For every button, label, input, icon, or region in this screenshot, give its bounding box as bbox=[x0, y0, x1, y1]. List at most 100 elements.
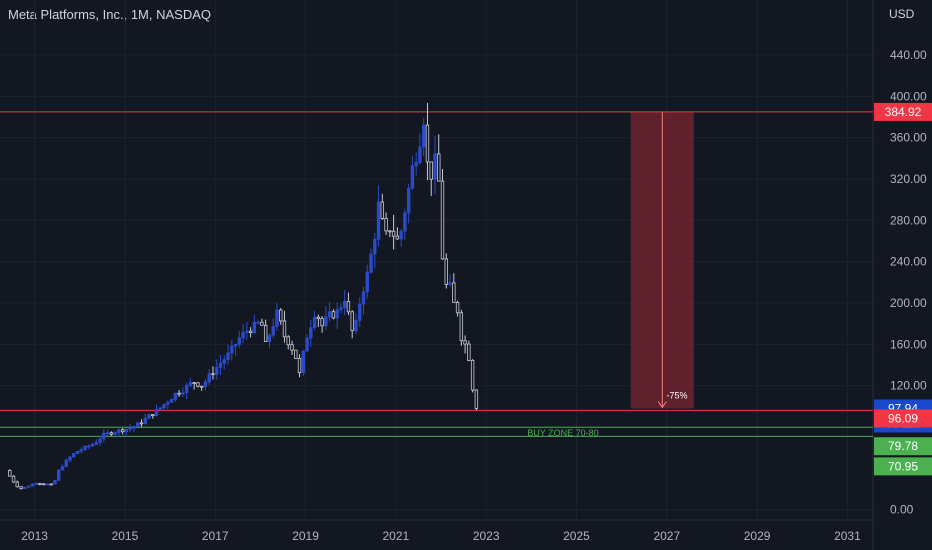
candle-body bbox=[342, 301, 347, 308]
y-tick-label: 120.00 bbox=[890, 379, 927, 393]
candle-body bbox=[391, 230, 396, 237]
candle-body bbox=[79, 449, 83, 452]
x-tick-label: 2017 bbox=[202, 529, 229, 543]
price-axis[interactable]: 0.00 120.00 160.00 200.00 240.00 280.00 320.00… bbox=[890, 48, 927, 517]
candle-body bbox=[147, 414, 151, 419]
candle-body bbox=[124, 428, 129, 433]
candle-body bbox=[192, 382, 196, 384]
x-tick-label: 2019 bbox=[292, 529, 319, 543]
candle-body bbox=[203, 381, 208, 387]
candle-body bbox=[290, 344, 294, 351]
candle-body bbox=[448, 282, 452, 285]
candle-body bbox=[23, 486, 27, 490]
y-tick-label: 360.00 bbox=[890, 131, 927, 145]
x-tick-label: 2031 bbox=[834, 529, 861, 543]
grid bbox=[0, 0, 874, 550]
candle-body bbox=[252, 321, 257, 333]
candle-body bbox=[324, 316, 328, 327]
candle-body bbox=[459, 312, 464, 342]
candle-body bbox=[384, 218, 388, 232]
candle-body bbox=[422, 124, 426, 148]
candle-body bbox=[166, 401, 170, 405]
candle-body bbox=[72, 453, 76, 458]
x-tick-label: 2027 bbox=[653, 529, 680, 543]
candle-body bbox=[64, 459, 68, 468]
candle-body bbox=[207, 373, 211, 383]
candle-body bbox=[60, 466, 65, 471]
candle-body bbox=[199, 385, 204, 388]
candle-body bbox=[98, 438, 102, 443]
price-label-text: 384.92 bbox=[885, 105, 922, 119]
price-label-box bbox=[874, 409, 932, 428]
candle-body bbox=[399, 230, 403, 240]
candle-body bbox=[256, 321, 260, 324]
x-tick-label: 2023 bbox=[473, 529, 500, 543]
candle-body bbox=[169, 399, 174, 403]
candle-body bbox=[467, 343, 471, 361]
candle-body bbox=[188, 382, 193, 386]
candle-body bbox=[132, 426, 136, 429]
candle-body bbox=[181, 392, 185, 395]
candle-body bbox=[68, 456, 72, 461]
price-label-box bbox=[874, 437, 932, 456]
candle-body bbox=[184, 385, 189, 393]
candle-body bbox=[297, 357, 302, 374]
price-label-box bbox=[874, 457, 932, 476]
candle-body bbox=[109, 432, 114, 435]
candle-body bbox=[395, 235, 400, 240]
level-lines[interactable] bbox=[0, 111, 873, 437]
arrow-head bbox=[657, 401, 667, 409]
x-tick-label: 2013 bbox=[21, 529, 48, 543]
candle-body bbox=[8, 469, 12, 477]
candle-body bbox=[275, 309, 279, 327]
y-tick-label: 160.00 bbox=[890, 337, 927, 351]
candle-body bbox=[245, 330, 249, 333]
candle-body bbox=[335, 309, 339, 319]
price-label-text: 96.09 bbox=[888, 411, 918, 425]
x-tick-label: 2029 bbox=[744, 529, 771, 543]
candle-body bbox=[316, 316, 321, 320]
candle-body bbox=[162, 403, 166, 409]
x-tick-label: 2021 bbox=[383, 529, 410, 543]
candle-body bbox=[49, 483, 53, 486]
candle-body bbox=[105, 432, 110, 435]
candle-body bbox=[196, 382, 200, 387]
candle-body bbox=[41, 483, 46, 486]
candle-body bbox=[365, 271, 369, 293]
candle-body bbox=[350, 311, 354, 332]
drawing-layer[interactable]: -75% BUY ZONE 70-80 bbox=[527, 111, 694, 438]
candle-body bbox=[34, 483, 38, 485]
candle-body bbox=[260, 321, 264, 326]
time-axis[interactable]: 2013 2015 2017 2019 2021 2023 2025 2027 2029 2031 bbox=[21, 529, 861, 543]
candle-body bbox=[38, 483, 42, 485]
candle-body bbox=[90, 443, 95, 447]
symbol-title: Meta Platforms, Inc., 1M, NASDAQ bbox=[8, 7, 211, 22]
candle-body bbox=[177, 392, 181, 395]
candle-body bbox=[425, 124, 430, 163]
candle-body bbox=[75, 450, 80, 454]
candle-body bbox=[327, 311, 332, 318]
candle-body bbox=[388, 230, 392, 233]
candle-body bbox=[56, 469, 61, 481]
candle-body bbox=[346, 301, 351, 313]
y-tick-label: 320.00 bbox=[890, 172, 927, 186]
candle-body bbox=[437, 153, 441, 182]
candle-body bbox=[211, 373, 215, 376]
price-label-text: 79.78 bbox=[888, 439, 918, 453]
candle-body bbox=[305, 337, 309, 352]
candle-body bbox=[87, 445, 91, 448]
candle-body bbox=[286, 336, 290, 346]
candle-body bbox=[139, 422, 144, 425]
candle-body bbox=[331, 311, 336, 319]
candle-body bbox=[403, 212, 407, 232]
candle-body bbox=[226, 352, 230, 361]
candle-body bbox=[406, 187, 411, 214]
candle-body bbox=[440, 180, 445, 260]
candle-body bbox=[444, 258, 448, 285]
candle-body bbox=[414, 162, 418, 167]
candle-body bbox=[120, 429, 125, 433]
candle-body bbox=[241, 331, 245, 339]
candle-body bbox=[15, 481, 19, 488]
candle-body bbox=[237, 337, 242, 345]
